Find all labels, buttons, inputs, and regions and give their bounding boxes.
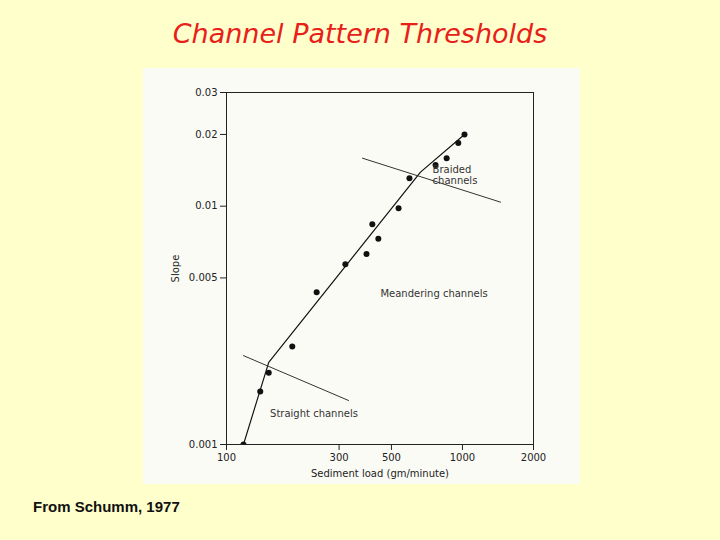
- svg-text:100: 100: [217, 452, 236, 463]
- svg-text:Braidedchannels: Braidedchannels: [433, 164, 478, 186]
- svg-text:500: 500: [382, 452, 401, 463]
- svg-text:2000: 2000: [521, 452, 546, 463]
- svg-text:Sediment load (gm/minute): Sediment load (gm/minute): [311, 468, 449, 479]
- svg-text:0.03: 0.03: [195, 87, 217, 98]
- svg-text:0.001: 0.001: [189, 439, 218, 450]
- svg-text:0.01: 0.01: [195, 200, 217, 211]
- svg-text:Straight channels: Straight channels: [270, 408, 358, 419]
- html-text:From Schumm, 1977: From Schumm, 1977: [33, 498, 180, 515]
- svg-text:Slope: Slope: [170, 255, 181, 283]
- svg-text:0.005: 0.005: [189, 272, 218, 283]
- svg-text:0.02: 0.02: [195, 129, 217, 140]
- svg-text:1000: 1000: [450, 452, 475, 463]
- html-text:Channel Pattern Thresholds: Channel Pattern Thresholds: [172, 18, 548, 49]
- svg-text:300: 300: [330, 452, 349, 463]
- svg-text:Meandering channels: Meandering channels: [380, 288, 487, 299]
